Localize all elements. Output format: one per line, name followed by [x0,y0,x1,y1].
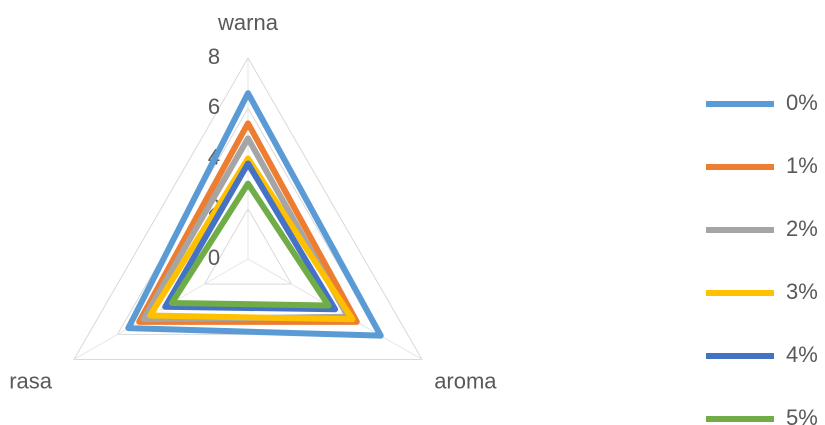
axis-label: rasa [9,368,53,393]
axis-line [73,258,249,360]
y-tick-label: 8 [208,44,220,69]
grid-line [203,207,293,285]
series-line [168,180,332,309]
legend-label: 5% [786,405,818,425]
series-line [125,90,384,339]
legend-label: 1% [786,153,818,178]
y-tick-label: 0 [208,245,220,270]
series-line [136,120,360,325]
legend-label: 0% [786,90,818,115]
series-line [147,155,356,323]
grid-line [73,56,423,360]
legend-label: 4% [786,342,818,367]
axis-label: warna [217,10,279,35]
axis-label: aroma [434,368,497,393]
legend-label: 2% [786,216,818,241]
y-tick-label: 6 [208,94,220,119]
legend-label: 3% [786,279,818,304]
series-line [162,160,339,313]
